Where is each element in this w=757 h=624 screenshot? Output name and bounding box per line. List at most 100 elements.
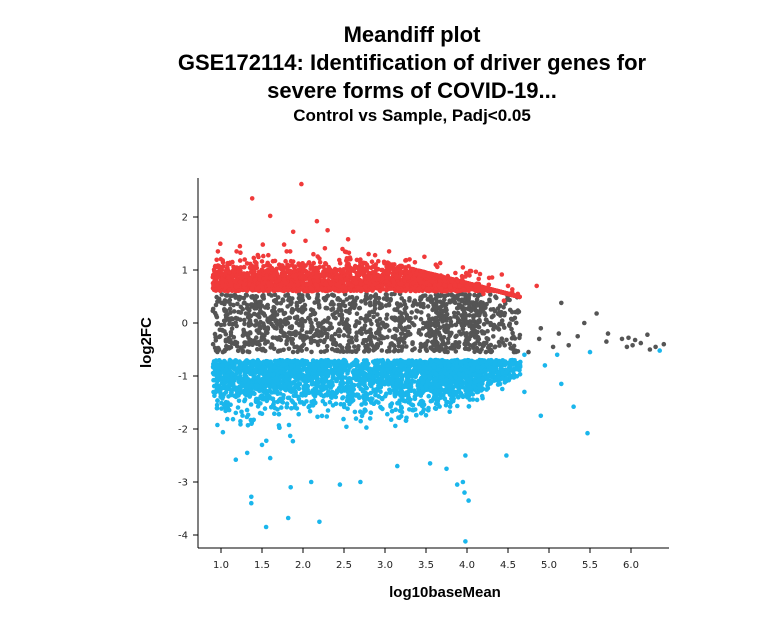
scatter-point-up (442, 276, 448, 281)
scatter-point-up (241, 264, 247, 270)
scatter-point-ns (285, 304, 290, 309)
scatter-point-ns (472, 335, 478, 340)
scatter-point-ns (222, 318, 228, 324)
scatter-point-up (218, 241, 223, 246)
scatter-point-up (254, 265, 260, 271)
scatter-point-ns (354, 319, 360, 324)
scatter-point-ns (286, 346, 292, 352)
scatter-point-ns (407, 298, 412, 303)
scatter-point-ns (366, 349, 372, 354)
scatter-point-ns (454, 314, 459, 320)
scatter-point-ns (381, 296, 387, 301)
scatter-point-ns (396, 348, 401, 354)
scatter-point-ns (337, 343, 343, 348)
scatter-point-ns (397, 310, 403, 315)
scatter-point-ns (410, 347, 415, 353)
scatter-point-ns (462, 346, 468, 352)
scatter-point-ns (513, 349, 519, 355)
scatter-point-ns (247, 330, 253, 335)
scatter-point-ns (285, 320, 291, 326)
scatter-point-ns (215, 349, 220, 355)
scatter-point-ns (390, 316, 396, 322)
scatter-point-ns (512, 315, 518, 321)
scatter-point-up (327, 267, 333, 272)
scatter-point-up (340, 246, 345, 252)
scatter-point-ns (504, 337, 509, 343)
scatter-point-up (379, 267, 384, 273)
scatter-point-ns (491, 323, 496, 329)
scatter-point-up (466, 288, 471, 294)
scatter-point-ns (288, 336, 293, 342)
scatter-point-ns (465, 301, 471, 306)
scatter-point-ns (229, 293, 235, 299)
scatter-point-ns (497, 303, 503, 309)
scatter-point-ns (470, 305, 476, 311)
scatter-point-up (337, 257, 342, 263)
scatter-point-ns (472, 349, 477, 355)
scatter-point-ns (404, 315, 409, 321)
scatter-point-ns (356, 344, 361, 349)
scatter-point-ns (281, 319, 286, 324)
scatter-point-ns (308, 340, 314, 345)
scatter-point-ns (495, 311, 501, 317)
scatter-point-down (248, 402, 254, 407)
scatter-point-up (362, 284, 368, 290)
scatter-point-ns (443, 293, 448, 299)
scatter-point-ns (453, 322, 459, 328)
scatter-point-ns (336, 302, 342, 308)
scatter-point-ns (481, 322, 487, 327)
scatter-point-ns (376, 295, 382, 301)
scatter-point-up (233, 284, 239, 290)
scatter-point-up (272, 258, 278, 264)
scatter-point-up (397, 267, 403, 273)
scatter-point-up (432, 282, 437, 288)
scatter-point-ns (249, 294, 254, 300)
scatter-point-ns (419, 310, 424, 315)
scatter-point-up (369, 259, 375, 265)
scatter-point-ns (326, 315, 331, 321)
scatter-point-ns (333, 331, 338, 337)
scatter-point-ns (242, 317, 247, 323)
scatter-point-up (291, 273, 296, 279)
scatter-point-ns (360, 340, 366, 346)
scatter-point-ns (454, 333, 459, 339)
scatter-point-down (399, 409, 405, 415)
scatter-point-up (278, 282, 283, 288)
scatter-point-ns (340, 348, 346, 354)
scatter-point-up (394, 273, 399, 279)
scatter-point-ns (388, 298, 393, 303)
scatter-point-ns (435, 320, 441, 326)
scatter-point-ns (252, 323, 258, 328)
scatter-point-up (250, 288, 255, 293)
scatter-point-ns (315, 294, 320, 300)
scatter-point-ns (341, 333, 347, 338)
scatter-point-ns (363, 343, 368, 349)
scatter-point-ns (507, 341, 513, 347)
scatter-point-up (244, 288, 250, 294)
scatter-point-ns (274, 326, 279, 331)
scatter-point-ns (441, 347, 447, 353)
scatter-point-up (291, 283, 297, 289)
scatter-point-up (385, 270, 390, 276)
scatter-point-down (264, 438, 269, 444)
scatter-point-up (244, 261, 250, 266)
scatter-point-up (455, 288, 460, 294)
scatter-point-ns (491, 334, 496, 339)
scatter-point-ns (502, 310, 508, 316)
scatter-point-ns (235, 348, 241, 354)
scatter-point-up (404, 286, 410, 292)
scatter-point-ns (435, 340, 440, 346)
scatter-point-ns (224, 343, 229, 349)
scatter-point-up (221, 264, 226, 269)
scatter-point-ns (336, 327, 342, 332)
scatter-point-ns (492, 344, 498, 350)
scatter-point-up (230, 273, 235, 279)
scatter-point-up (354, 257, 360, 263)
scatter-point-ns (227, 338, 233, 344)
scatter-point-up (351, 275, 356, 281)
scatter-point-up (327, 273, 332, 279)
scatter-point-ns (485, 328, 490, 334)
scatter-point-up (447, 284, 453, 289)
scatter-point-up (219, 271, 224, 277)
scatter-point-up (410, 280, 416, 286)
